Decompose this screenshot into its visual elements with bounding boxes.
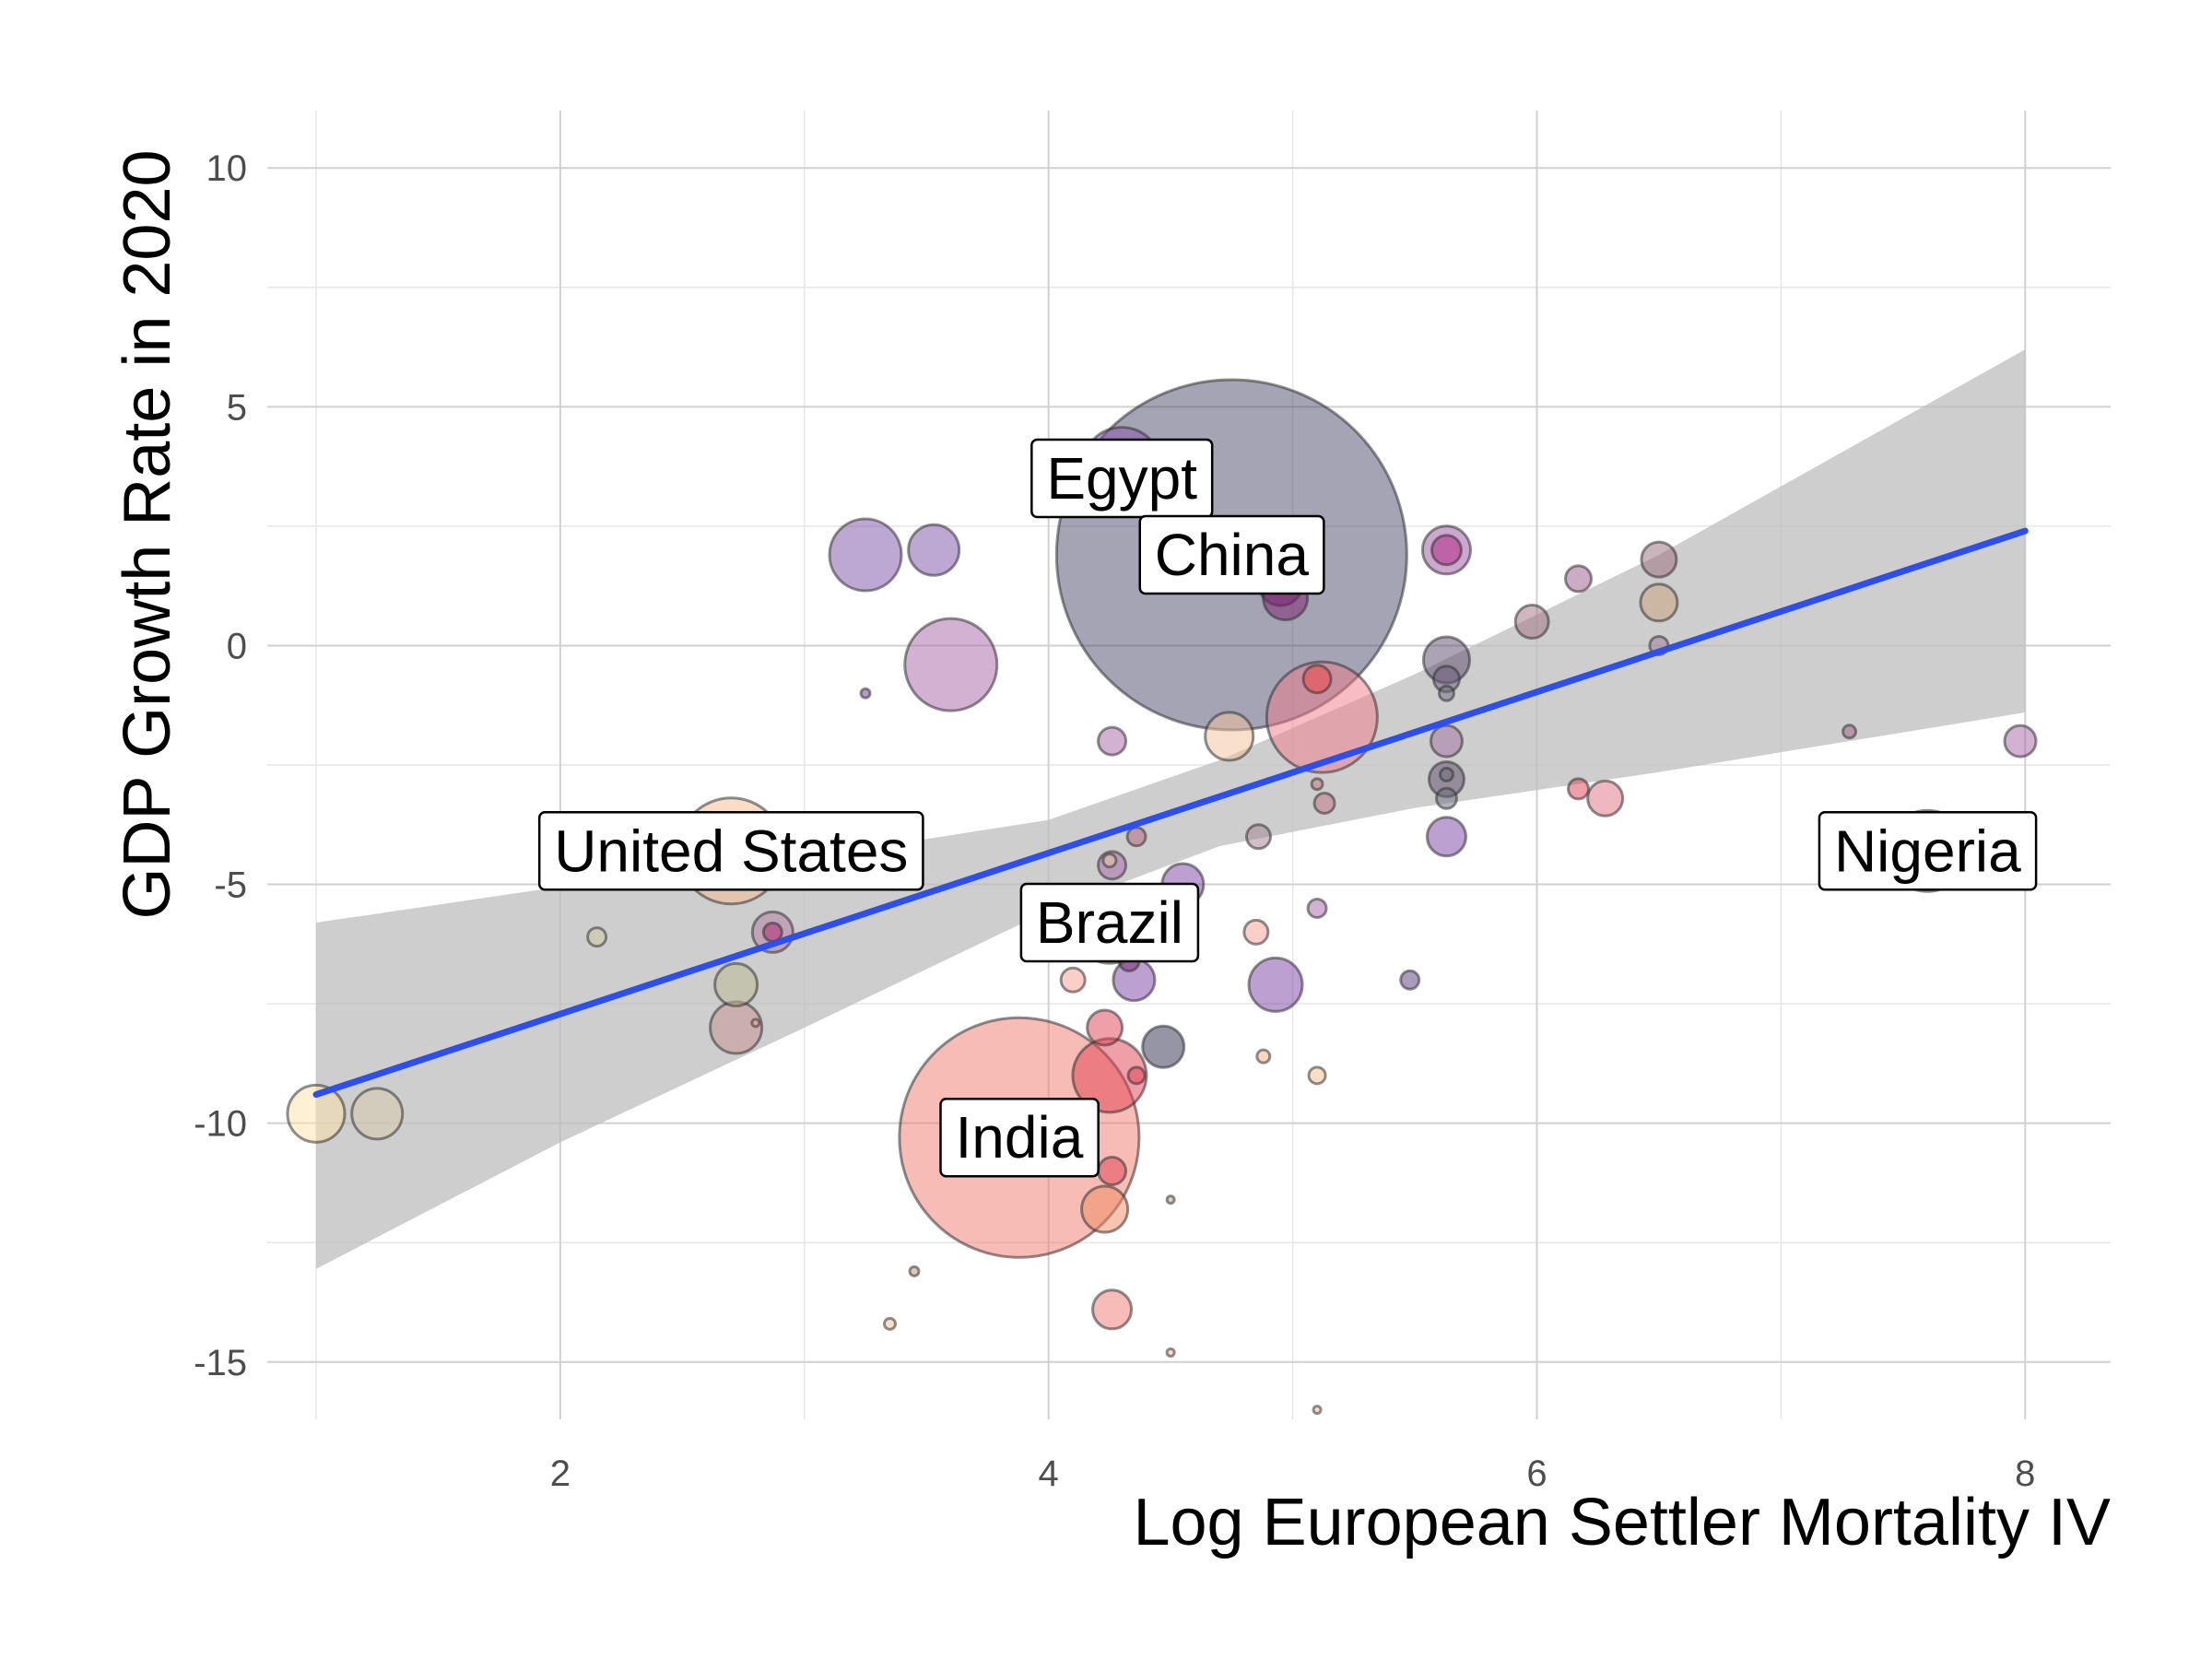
y-tick-label: -5 (214, 865, 247, 906)
data-point (1141, 1024, 1186, 1069)
country-label: India (939, 1097, 1100, 1178)
data-point (1399, 969, 1421, 991)
label-text: Brazil (1036, 889, 1183, 956)
data-point (1567, 777, 1591, 801)
data-point (1301, 664, 1333, 695)
data-point (1242, 918, 1270, 946)
x-axis-title: Log European Settler Mortality IV (1133, 1486, 2111, 1559)
data-point (1244, 823, 1272, 851)
data-point (1312, 1405, 1323, 1416)
data-point (1101, 853, 1118, 869)
country-label: Nigeria (1818, 811, 2038, 891)
data-point (750, 1018, 761, 1029)
tick-labels: 2 4 6 8 -15 -10 -5 0 5 10 (194, 148, 2035, 1494)
country-labels: Egypt China United States Nigeria Brazil Indi… (537, 438, 2038, 1178)
data-point (1097, 1156, 1128, 1187)
data-point (1434, 786, 1458, 810)
data-point (882, 1316, 897, 1331)
label-box (939, 1097, 1100, 1178)
fit-line-layer (312, 527, 2029, 1099)
x-tick-label: 6 (1526, 1453, 1547, 1494)
data-point (2003, 724, 2038, 759)
data-point (1438, 766, 1454, 782)
data-point (1586, 779, 1625, 818)
data-point (1204, 711, 1255, 762)
country-label: China (1138, 514, 1325, 595)
label-text: China (1155, 522, 1310, 588)
data-point (1097, 725, 1128, 757)
data-point (1310, 777, 1324, 792)
x-tick-label: 2 (550, 1453, 571, 1494)
country-label: Egypt (1030, 438, 1214, 519)
data-point (1564, 564, 1594, 594)
data-point (1307, 1065, 1327, 1086)
data-point (1429, 724, 1464, 759)
data-point (1841, 724, 1858, 740)
data-point (908, 1265, 921, 1277)
data-point (1125, 826, 1147, 848)
y-tick-label: -15 (194, 1343, 247, 1383)
y-tick-label: -10 (194, 1104, 247, 1145)
data-point (1059, 966, 1087, 994)
data-point (1306, 897, 1328, 919)
label-box (1138, 514, 1325, 595)
label-text: United States (554, 818, 908, 884)
data-point (828, 517, 903, 593)
data-point (1265, 660, 1379, 774)
y-axis-title: GDP Growth Rate in 2020 (111, 149, 184, 919)
y-tick-label: 5 (227, 387, 247, 428)
country-label: United States (537, 811, 924, 891)
data-point (1513, 604, 1550, 641)
data-point (1165, 1347, 1176, 1358)
x-tick-label: 4 (1039, 1453, 1059, 1494)
data-point (286, 1083, 347, 1144)
label-text: India (956, 1104, 1084, 1171)
country-label: Brazil (1019, 882, 1200, 963)
data-point (586, 926, 608, 948)
y-tick-label: 0 (227, 626, 247, 666)
data-point (1165, 1194, 1176, 1206)
data-point (1091, 1288, 1134, 1331)
label-box (537, 811, 924, 891)
fit-line (312, 527, 2029, 1099)
label-text: Egypt (1046, 445, 1197, 512)
data-point (1425, 816, 1467, 858)
data-point (350, 1087, 405, 1141)
grid (267, 111, 2111, 1419)
label-box (1030, 438, 1214, 519)
data-point (1080, 1184, 1130, 1234)
data-point (1126, 1065, 1147, 1086)
label-box (1818, 811, 2038, 891)
data-point (1255, 1048, 1272, 1065)
label-text: Nigeria (1834, 818, 2021, 884)
data-point (713, 961, 759, 1007)
data-point (907, 523, 961, 577)
label-box (1019, 882, 1200, 963)
data-point (1639, 582, 1679, 623)
data-point (1086, 1008, 1124, 1047)
data-point (1437, 684, 1455, 702)
data-point (903, 617, 999, 712)
data-point (1640, 540, 1678, 579)
data-point (1312, 791, 1336, 815)
data-point (1247, 956, 1304, 1013)
x-tick-label: 8 (2015, 1453, 2035, 1494)
data-point (1430, 534, 1463, 567)
y-tick-label: 10 (206, 148, 248, 189)
data-point (859, 687, 872, 700)
